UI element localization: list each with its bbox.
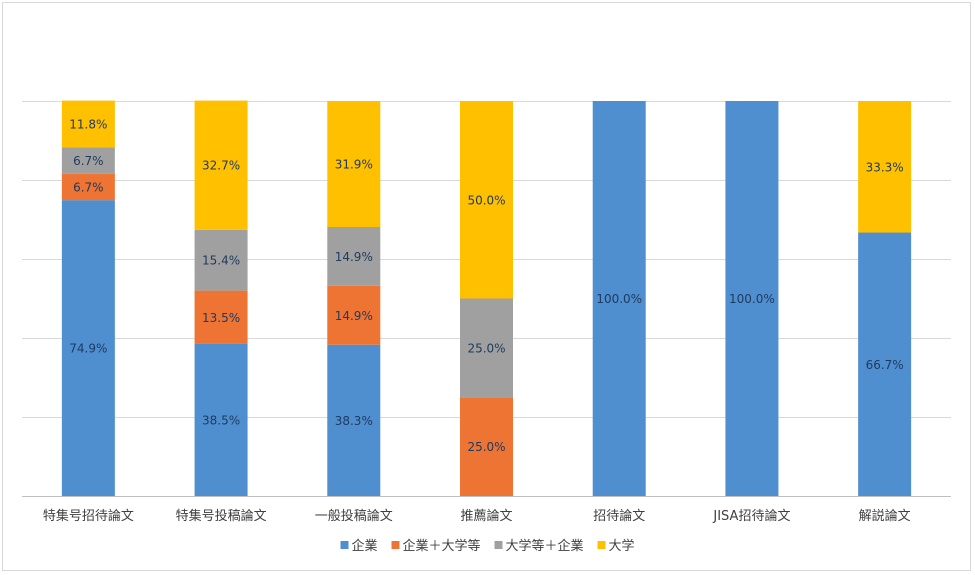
bar-segment (61, 100, 115, 148)
data-label: 50.0% (467, 193, 505, 207)
bar-segment (327, 344, 381, 496)
data-label: 31.9% (335, 158, 373, 172)
data-label: 13.5% (202, 311, 240, 325)
category-label: 特集号招待論文 (43, 508, 134, 524)
legend-swatch (391, 541, 400, 549)
bar-segment (194, 100, 248, 230)
category-label: 一般投稿論文 (315, 508, 393, 524)
bar-segment (327, 227, 381, 286)
data-label: 14.9% (335, 250, 373, 264)
data-label: 32.7% (202, 159, 240, 173)
bar-segment (592, 101, 646, 496)
data-label: 38.5% (202, 413, 240, 427)
data-label: 6.7% (73, 180, 104, 194)
data-label: 6.7% (73, 154, 104, 168)
bar-segment (194, 290, 248, 344)
bar-segment (61, 173, 115, 201)
category-labels: 特集号招待論文 特集号投稿論文 一般投稿論文 推薦論文 招待論文 JISA招待論文 解説論文 (43, 508, 911, 524)
legend-swatch (340, 541, 349, 549)
bar-segment (460, 397, 513, 496)
category-label: 推薦論文 (460, 508, 512, 524)
data-label: 33.3% (866, 160, 904, 174)
legend-item: 企業 (340, 538, 378, 554)
bar-segment (858, 101, 912, 233)
value-labels: 74.9% 6.7% 6.7% 11.8% 38.5% 13.5% 15.4% 32.7% 38… (69, 117, 903, 454)
category-label: 招待論文 (593, 508, 645, 524)
category-label: 特集号投稿論文 (176, 508, 267, 524)
legend-item: 企業＋大学等 (391, 538, 481, 554)
legend-item: 大学等＋企業 (494, 538, 584, 554)
bar-segment (61, 147, 115, 174)
bar-segment (194, 343, 248, 496)
data-label: 100.0% (729, 292, 775, 306)
legend-label: 大学 (609, 538, 635, 554)
data-label: 25.0% (467, 440, 505, 454)
data-label: 74.9% (69, 342, 107, 356)
data-label: 14.9% (335, 309, 373, 323)
data-label: 11.8% (69, 117, 107, 131)
bar-segment (460, 298, 513, 398)
legend-label: 大学等＋企業 (506, 538, 584, 554)
data-label: 66.7% (866, 358, 904, 372)
category-label: JISA招待論文 (712, 508, 790, 524)
bar-segment (460, 101, 513, 299)
legend-swatch (494, 541, 503, 549)
category-label: 解説論文 (859, 508, 911, 524)
legend-label: 企業＋大学等 (403, 538, 481, 554)
legend-item: 大学 (597, 538, 635, 554)
bars (61, 100, 912, 496)
bar-segment (327, 101, 381, 228)
bar-segment (725, 101, 779, 496)
bar-segment (327, 285, 381, 345)
data-label: 15.4% (202, 254, 240, 268)
bar-segment (61, 200, 115, 496)
legend-label: 企業 (352, 538, 378, 554)
bar-segment (194, 229, 248, 291)
bar-segment (858, 232, 912, 496)
data-label: 100.0% (596, 292, 642, 306)
legend-swatch (597, 541, 606, 549)
legend: 企業 企業＋大学等 大学等＋企業 大学 (340, 538, 635, 554)
data-label: 38.3% (335, 414, 373, 428)
data-label: 25.0% (467, 341, 505, 355)
